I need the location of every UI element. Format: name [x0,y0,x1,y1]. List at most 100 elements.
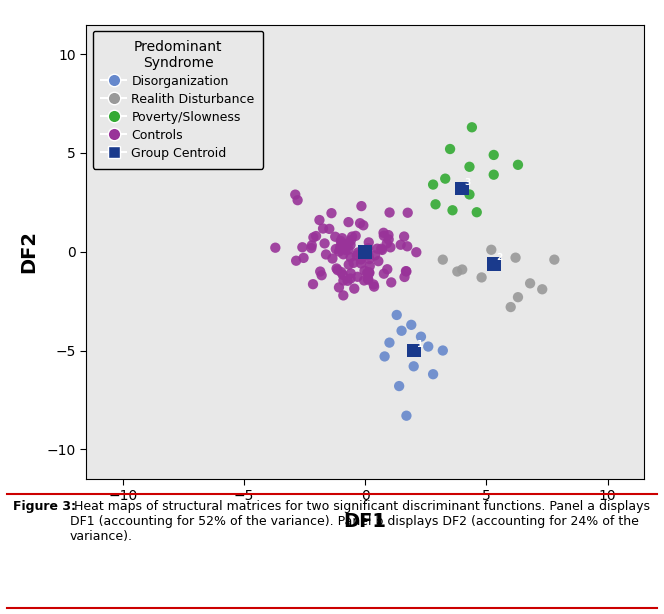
Point [408,346,419,356]
Point [372,244,382,254]
Point [361,246,371,255]
Point [510,253,521,263]
Point [335,236,346,246]
Point [291,256,301,266]
Point [489,150,499,160]
Point [408,362,419,371]
Point [270,243,281,252]
Point [359,276,369,286]
Point [505,302,516,312]
Point [331,244,341,254]
Point [386,278,396,287]
Point [401,266,412,276]
Point [364,254,374,264]
Point [416,332,426,341]
Point [513,160,523,169]
Point [316,270,327,280]
Point [342,276,353,286]
Point [423,341,434,351]
Point [391,310,402,320]
Point [363,251,374,260]
Point [369,279,379,289]
Point [318,223,329,233]
Point [486,245,497,255]
Point [399,231,410,241]
Point [351,251,362,260]
Point [383,230,394,240]
X-axis label: DF1: DF1 [344,511,386,530]
Point [364,268,374,278]
Point [378,228,389,238]
Point [378,269,389,279]
Text: 2: 2 [496,252,503,262]
Point [525,278,535,288]
Point [363,274,373,284]
Point [338,243,349,253]
Y-axis label: DF2: DF2 [19,230,39,273]
Point [379,352,390,362]
Point [365,261,375,271]
Point [340,245,351,255]
Point [447,205,457,215]
Point [345,274,356,284]
Point [334,247,345,257]
Point [319,238,330,248]
Point [452,266,463,276]
Point [363,274,374,284]
Point [402,208,413,217]
Point [353,247,363,257]
Point [464,162,475,172]
Point [364,268,374,278]
Point [537,284,548,294]
Point [402,241,412,251]
Point [314,215,325,225]
Point [306,243,317,253]
Point [332,265,343,275]
Point [363,238,374,247]
Point [440,174,451,184]
Point [338,249,349,259]
Point [471,208,482,217]
Point [378,231,389,241]
Point [360,247,371,257]
Point [376,244,386,254]
Point [457,184,467,193]
Point [327,254,338,263]
Point [362,268,373,278]
Point [513,292,523,302]
Point [464,190,475,200]
Point [343,238,353,248]
Point [382,238,392,248]
Point [336,238,347,248]
Point [457,265,467,274]
Point [395,240,406,250]
Point [311,231,321,241]
Point [385,243,396,252]
Point [489,170,499,180]
Point [489,258,499,268]
Point [369,282,379,292]
Point [430,200,441,209]
Point [355,255,366,265]
Point [315,266,325,276]
Point [336,267,347,277]
Point [358,220,369,230]
Point [298,253,309,263]
Point [337,270,348,280]
Point [345,240,356,250]
Point [341,241,351,251]
Point [337,233,347,243]
Point [400,266,411,276]
Point [308,233,319,243]
Point [292,195,303,205]
Point [351,231,361,241]
Point [356,258,367,268]
Point [359,266,370,276]
Point [346,235,357,245]
Point [467,122,477,132]
Point [343,217,354,227]
Text: 1: 1 [416,340,422,349]
Point [348,258,359,268]
Point [355,249,366,258]
Point [338,276,349,286]
